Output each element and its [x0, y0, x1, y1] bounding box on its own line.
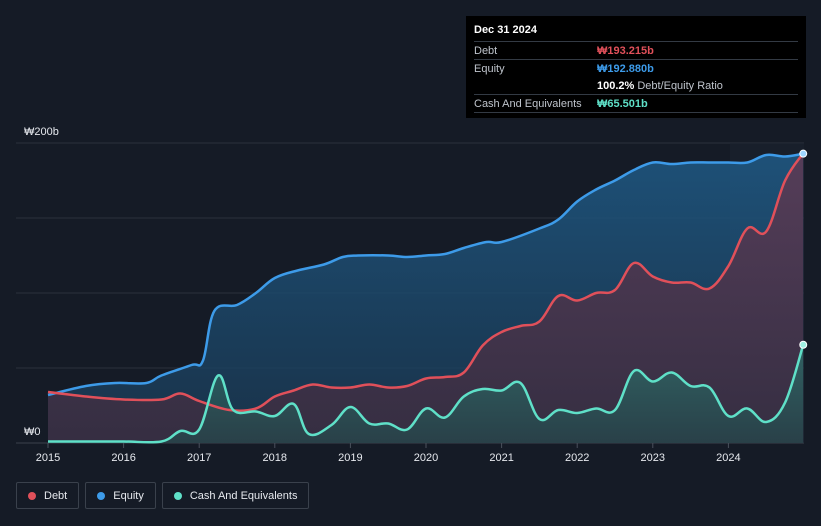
x-tick-label: 2019 [338, 452, 362, 464]
cash-dot-icon [173, 491, 182, 500]
tooltip-ratio-label: Debt/Equity Ratio [637, 79, 723, 92]
x-tick-label: 2024 [716, 452, 740, 464]
equity-line [47, 152, 804, 397]
legend-toggle-debt[interactable]: Debt [16, 482, 80, 509]
tooltip-panel: Dec 31 2024 Debt ₩193.215b Equity ₩192.8… [466, 16, 806, 118]
y-axis-bottom-label: ₩0 [24, 426, 41, 438]
x-tick-label: 2015 [36, 452, 60, 464]
tooltip-debt-value: ₩193.215b [597, 44, 654, 57]
tooltip-date: Dec 31 2024 [474, 24, 537, 36]
tooltip-cash-value: ₩65.501b [597, 97, 648, 110]
tooltip-row-cash: Cash And Equivalents ₩65.501b [474, 94, 798, 113]
x-tick-label: 2020 [414, 452, 438, 464]
y-axis-top-label: ₩200b [24, 126, 59, 138]
equity-end-marker [799, 149, 808, 158]
tooltip-row-equity: Equity ₩192.880b [474, 59, 798, 77]
tooltip-ratio-value: 100.2% [597, 79, 635, 92]
debt-line [47, 152, 805, 413]
cash-line [48, 344, 805, 444]
x-tick-label: 2022 [565, 452, 589, 464]
legend-toggle-equity[interactable]: Equity [85, 482, 156, 509]
equity-dot-icon [97, 491, 106, 500]
tooltip-equity-value: ₩192.880b [597, 62, 654, 75]
chart-legend: Debt Equity Cash And Equivalents [16, 482, 310, 509]
tooltip-row-ratio: 100.2% Debt/Equity Ratio [474, 77, 798, 94]
cash-area [48, 344, 804, 443]
x-axis-ticks: 2015 2016 2017 2018 2019 2020 2021 2022 2023 2024 [36, 443, 741, 464]
cash-end-marker [799, 340, 808, 349]
x-tick-label: 2017 [187, 452, 211, 464]
tooltip-equity-label: Equity [474, 62, 505, 75]
legend-debt-label: Debt [44, 489, 68, 502]
legend-toggle-cash[interactable]: Cash And Equivalents [161, 482, 310, 509]
tooltip-cash-label: Cash And Equivalents [474, 97, 582, 110]
tooltip-debt-label: Debt [474, 44, 498, 57]
tooltip-row-debt: Debt ₩193.215b [474, 41, 798, 59]
x-tick-label: 2023 [641, 452, 665, 464]
x-tick-label: 2021 [489, 452, 513, 464]
x-tick-label: 2018 [263, 452, 287, 464]
debt-area [48, 153, 804, 443]
legend-equity-label: Equity [113, 489, 144, 502]
legend-cash-label: Cash And Equivalents [189, 489, 298, 502]
debt-dot-icon [28, 491, 36, 500]
x-tick-label: 2016 [111, 452, 135, 464]
